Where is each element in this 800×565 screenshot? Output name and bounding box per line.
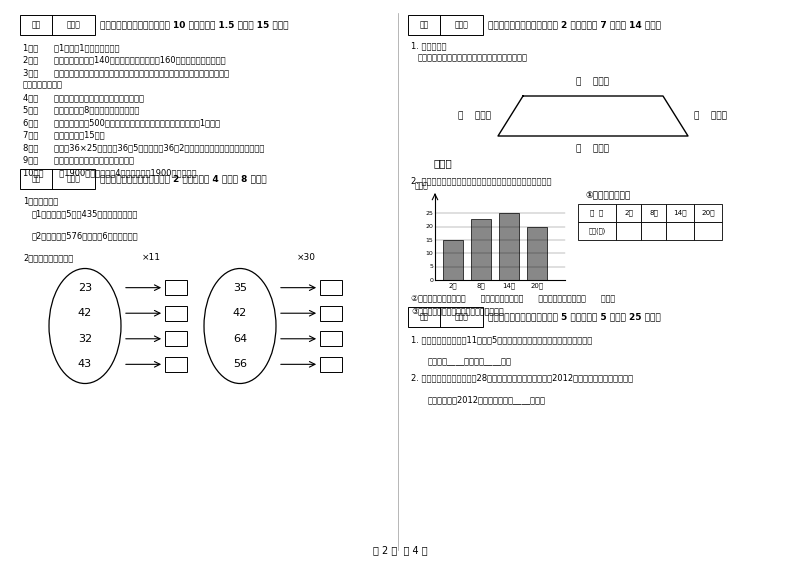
Bar [694,204,722,222]
Text: 10．（      ）1900年的年份数是4的倍数，所以1900年是闰年。: 10．（ ）1900年的年份数是4的倍数，所以1900年是闰年。 [23,168,197,177]
Bar [641,222,666,240]
Text: 2时: 2时 [624,210,633,216]
Bar [165,331,187,346]
Text: 1. 动手操作。: 1. 动手操作。 [411,41,446,50]
Bar [616,222,641,240]
Text: 答：可插____瓶，还剩____枝。: 答：可插____瓶，还剩____枝。 [428,357,512,366]
Text: 14时: 14时 [502,282,515,289]
Text: 5: 5 [429,264,433,269]
Text: 8时: 8时 [649,210,658,216]
Text: 42: 42 [233,308,247,318]
Text: 2时: 2时 [449,282,458,289]
Ellipse shape [49,268,121,384]
Text: 评卷人: 评卷人 [454,20,468,29]
Text: 10: 10 [426,251,433,256]
Text: 六、活用知识，解决问题（共 5 小题，每题 5 分，共 25 分）。: 六、活用知识，解决问题（共 5 小题，每题 5 分，共 25 分）。 [488,312,661,321]
Text: ③实际算一算，这天的平均气温是多少度？: ③实际算一算，这天的平均气温是多少度？ [411,306,504,315]
Bar [20,168,95,189]
Text: 评卷人: 评卷人 [66,174,80,183]
Text: 2. 一头奶牛一天大约可挤奶28千克，照这样计算，这头奶牛2012年二月份可挤奶多少千克？: 2. 一头奶牛一天大约可挤奶28千克，照这样计算，这头奶牛2012年二月份可挤奶… [411,373,633,382]
Text: 方形的周长相等。: 方形的周长相等。 [23,80,63,89]
Text: （2）被除数是576，除数是6，商是多少？: （2）被除数是576，除数是6，商是多少？ [32,232,138,241]
Bar [499,214,519,280]
Bar [320,357,342,372]
Text: 64: 64 [233,334,247,344]
Bar [20,15,95,35]
Text: ×11: ×11 [142,254,161,263]
Text: 0: 0 [429,277,433,282]
Bar [408,307,483,327]
Text: （度）: （度） [415,181,429,190]
Text: 3．（      ）用同一条铁丝先围成一个最大的正方形，再围成一个最大的长方形，长方形和: 3．（ ）用同一条铁丝先围成一个最大的正方形，再围成一个最大的长方形，长方形和 [23,68,229,77]
Text: 得分: 得分 [419,312,428,321]
Text: 42: 42 [78,308,92,318]
Text: 评卷人: 评卷人 [66,20,80,29]
Text: 量出每条边的长度，以毫米为单位，并计算周长。: 量出每条边的长度，以毫米为单位，并计算周长。 [418,53,528,62]
Bar [666,222,694,240]
Text: 2．（      ）一条河平均水深140厘米，一匹小马身高是160厘米，它肯定能通过。: 2．（ ）一条河平均水深140厘米，一匹小马身高是160厘米，它肯定能通过。 [23,55,226,64]
Bar [320,280,342,295]
Text: 23: 23 [78,282,92,293]
Text: 评卷人: 评卷人 [454,312,468,321]
Bar [578,204,616,222]
Bar [165,306,187,321]
Text: 56: 56 [233,359,247,370]
Text: 周长：: 周长： [433,158,452,168]
Bar [694,222,722,240]
Text: 20时: 20时 [701,210,715,216]
Bar [616,204,641,222]
Text: 气温(度): 气温(度) [588,228,606,234]
Text: 7．（      ）李老师身高15米。: 7．（ ）李老师身高15米。 [23,131,105,140]
Bar [443,240,463,280]
Text: 6．（      ）小明家离学校500米，他每天上学、回家，一个来回一共要走1千米。: 6．（ ）小明家离学校500米，他每天上学、回家，一个来回一共要走1千米。 [23,118,220,127]
Text: 9．（      ）小明面对着东方时，背对着西方。: 9．（ ）小明面对着东方时，背对着西方。 [23,155,134,164]
Bar [320,331,342,346]
Text: 20: 20 [425,224,433,229]
Text: 20时: 20时 [530,282,543,289]
Text: （    ）毫米: （ ）毫米 [577,144,610,153]
Bar [165,280,187,295]
Text: 32: 32 [78,334,92,344]
Text: 五、认真思考，综合能力（共 2 小题，每题 7 分，共 14 分）。: 五、认真思考，综合能力（共 2 小题，每题 7 分，共 14 分）。 [488,20,661,29]
Bar [320,306,342,321]
Text: 1．（      ）1吨铁与1吨棉花一样重。: 1．（ ）1吨铁与1吨棉花一样重。 [23,43,119,52]
Text: 1. 姐姐买来一束花，有11枝，每5枝插入一个花瓶里，可插几瓶？还剩几枝？: 1. 姐姐买来一束花，有11枝，每5枝插入一个花瓶里，可插几瓶？还剩几枝？ [411,335,592,344]
Text: 三、仔细推敲，正确判断（共 10 小题，每题 1.5 分，共 15 分）。: 三、仔细推敲，正确判断（共 10 小题，每题 1.5 分，共 15 分）。 [100,20,289,29]
Text: 25: 25 [425,211,433,216]
Text: 8时: 8时 [477,282,486,289]
Text: ②这一天的最高气温是（      ）度，最低气温是（      ）度，平均气温大约（      ）度。: ②这一天的最高气温是（ ）度，最低气温是（ ）度，平均气温大约（ ）度。 [411,294,615,303]
Text: 1、列式计算。: 1、列式计算。 [23,197,58,206]
Bar [408,15,483,35]
Text: ①根据统计图填表: ①根据统计图填表 [586,191,630,200]
Text: 得分: 得分 [31,20,40,29]
Text: 四、看清题目，细心计算（共 2 小题，每题 4 分，共 8 分）。: 四、看清题目，细心计算（共 2 小题，每题 4 分，共 8 分）。 [100,174,266,183]
Bar [578,222,616,240]
Text: 4．（      ）长方形的周长就是它四条边长度的和。: 4．（ ）长方形的周长就是它四条边长度的和。 [23,93,144,102]
Text: 时  间: 时 间 [590,210,604,216]
Text: ×30: ×30 [297,254,315,263]
Bar [641,204,666,222]
Text: 5．（      ）一个两位乘8，积一定也是两为数。: 5．（ ）一个两位乘8，积一定也是两为数。 [23,106,139,115]
Text: 答：这头奶牛2012年二月份可挤奶____千克。: 答：这头奶牛2012年二月份可挤奶____千克。 [428,395,546,404]
Text: 14时: 14时 [673,210,687,216]
Text: 15: 15 [426,237,433,242]
Text: 8．（      ）计算36×25时，先把36和5相乘，再把36和2相乘，最后把两次乘积的结果相加。: 8．（ ）计算36×25时，先把36和5相乘，再把36和2相乘，最后把两次乘积的… [23,143,264,152]
Text: （1）一个数的5倍是435，这个数是多少？: （1）一个数的5倍是435，这个数是多少？ [32,210,138,219]
Text: 得分: 得分 [419,20,428,29]
Text: （    ）毫米: （ ）毫米 [458,111,491,120]
Bar [471,219,491,280]
Text: 第 2 页  共 4 页: 第 2 页 共 4 页 [373,545,427,555]
Bar [527,227,547,280]
Text: 2、算一算，填一填。: 2、算一算，填一填。 [23,254,74,263]
Bar [165,357,187,372]
Text: 35: 35 [233,282,247,293]
Bar [666,204,694,222]
Text: 得分: 得分 [31,174,40,183]
Text: （    ）毫米: （ ）毫米 [577,77,610,86]
Text: 2. 下面是气温自测仪上记录的某天四个不同时间的气温情况。: 2. 下面是气温自测仪上记录的某天四个不同时间的气温情况。 [411,176,551,185]
Text: （    ）毫米: （ ）毫米 [694,111,727,120]
Ellipse shape [204,268,276,384]
Text: 43: 43 [78,359,92,370]
